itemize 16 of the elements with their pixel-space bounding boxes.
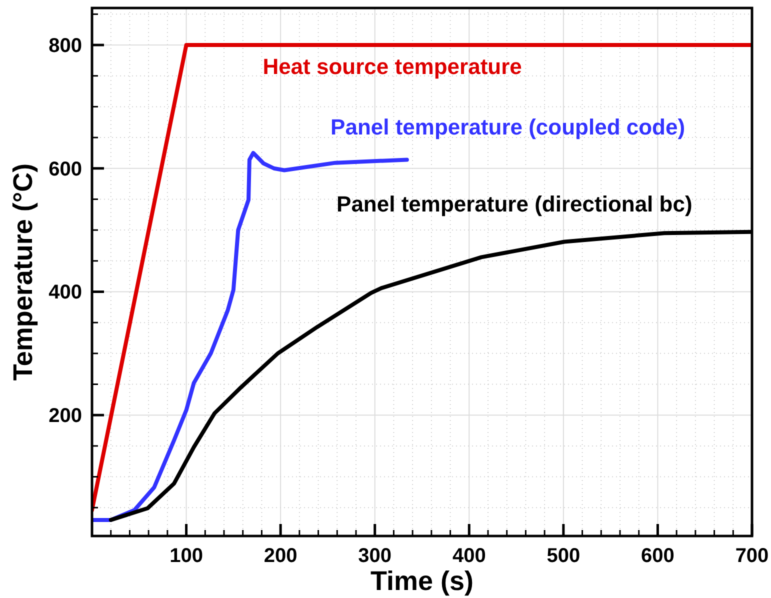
x-tick-label: 400 — [452, 545, 486, 567]
series-label: Heat source temperature — [262, 54, 522, 79]
x-axis-title: Time (s) — [370, 566, 474, 596]
x-tick-label: 500 — [546, 545, 580, 567]
x-tick-label: 600 — [641, 545, 674, 567]
y-tick-label: 400 — [48, 282, 82, 304]
y-tick-label: 600 — [48, 158, 82, 180]
y-tick-label: 800 — [48, 35, 82, 58]
y-axis-title: Temperature (°C) — [8, 163, 38, 381]
series-label: Panel temperature (coupled code) — [330, 114, 686, 140]
x-tick-label: 300 — [358, 545, 392, 567]
x-tick-label: 200 — [264, 545, 298, 567]
series-label: Panel temperature (directional bc) — [336, 191, 692, 216]
x-tick-label: 700 — [735, 545, 769, 567]
x-tick-label: 100 — [170, 545, 203, 567]
y-tick-label: 200 — [48, 405, 82, 428]
